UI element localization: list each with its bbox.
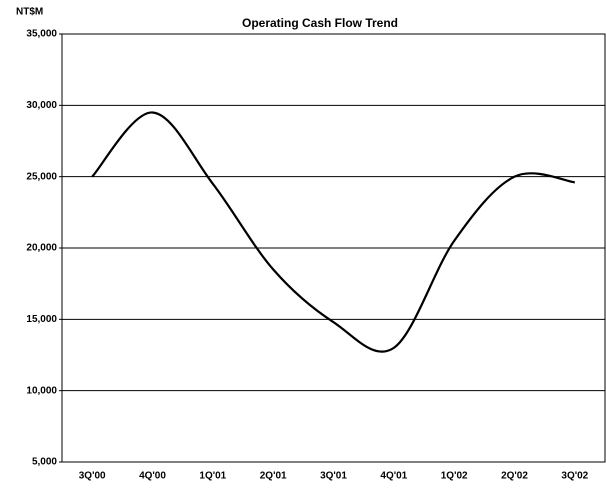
x-tick-label: 3Q'00 bbox=[79, 471, 106, 482]
y-tick-label: 30,000 bbox=[26, 100, 57, 111]
y-tick-label: 35,000 bbox=[26, 29, 57, 40]
chart-title: Operating Cash Flow Trend bbox=[242, 16, 398, 30]
x-tick-label: 4Q'01 bbox=[380, 471, 407, 482]
x-tick-label: 2Q'01 bbox=[260, 471, 287, 482]
y-tick-label: 10,000 bbox=[26, 385, 57, 396]
y-tick-label: 25,000 bbox=[26, 171, 57, 182]
line-series bbox=[91, 111, 576, 353]
y-tick-label: 20,000 bbox=[26, 243, 57, 254]
x-tick-label: 3Q'02 bbox=[561, 471, 588, 482]
x-tick-label: 2Q'02 bbox=[501, 471, 528, 482]
x-tick-label: 1Q'01 bbox=[199, 471, 226, 482]
x-tick-label: 1Q'02 bbox=[441, 471, 468, 482]
y-axis-label: NT$M bbox=[16, 7, 43, 18]
y-tick-label: 15,000 bbox=[26, 314, 57, 325]
y-tick-label: 5,000 bbox=[32, 457, 57, 468]
x-tick-label: 3Q'01 bbox=[320, 471, 347, 482]
x-tick-label: 4Q'00 bbox=[139, 471, 166, 482]
